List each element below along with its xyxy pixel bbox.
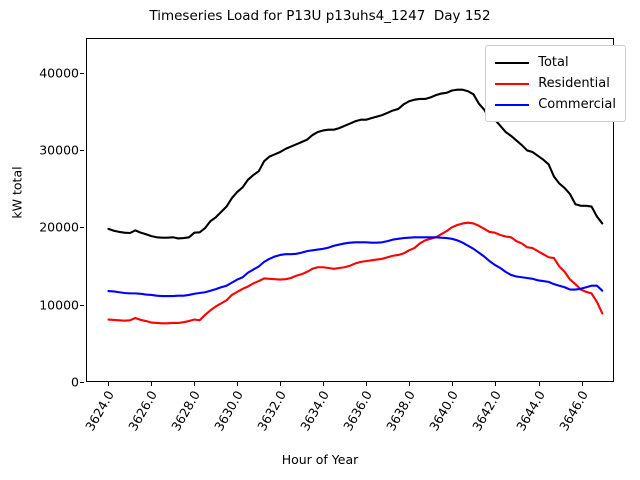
legend-color-swatch — [495, 103, 530, 106]
chart-legend: Total Residential Commercial — [485, 45, 626, 122]
x-tick-mark — [495, 382, 497, 386]
y-tick-label: 10000 — [39, 297, 79, 313]
x-tick-mark — [236, 382, 238, 386]
y-axis-tick-marks — [0, 38, 90, 383]
x-tick-mark — [107, 382, 109, 386]
x-tick-label: 3636.0 — [340, 388, 376, 434]
x-tick-label: 3626.0 — [124, 388, 160, 434]
x-axis-tick-labels: 3624.0 3626.0 3628.0 3630.0 3632.0 3634.0 3636… — [82, 388, 614, 458]
plot-lines — [87, 39, 613, 381]
y-tick-label: 20000 — [39, 219, 79, 235]
x-axis-label: Hour of Year — [281, 452, 359, 467]
y-tick-label: 0 — [71, 374, 79, 390]
x-tick-mark — [452, 382, 454, 386]
x-tick-label: 3632.0 — [254, 388, 289, 434]
x-tick-label: 3634.0 — [297, 388, 333, 434]
y-tick-mark — [80, 227, 84, 229]
legend-item-total: Total — [495, 52, 616, 73]
series-line-commercial — [108, 237, 602, 296]
legend-label: Residential — [538, 76, 610, 91]
x-tick-label: 3630.0 — [210, 388, 246, 434]
plot-area — [86, 38, 614, 382]
legend-label: Total — [538, 55, 569, 70]
x-tick-label: 3644.0 — [512, 388, 548, 434]
x-tick-label: 3624.0 — [81, 388, 117, 434]
legend-item-commercial: Commercial — [495, 94, 616, 115]
y-tick-label: 30000 — [39, 142, 79, 158]
x-tick-mark — [366, 382, 368, 386]
x-tick-mark — [409, 382, 411, 386]
y-tick-mark — [80, 150, 84, 152]
series-line-residential — [108, 223, 602, 324]
y-tick-mark — [80, 72, 84, 74]
legend-color-swatch — [495, 61, 530, 64]
x-tick-mark — [193, 382, 195, 386]
x-tick-mark — [279, 382, 281, 386]
x-tick-mark — [323, 382, 325, 386]
x-tick-mark — [581, 382, 583, 386]
legend-label: Commercial — [538, 97, 616, 112]
x-tick-label: 3640.0 — [426, 388, 462, 434]
x-tick-label: 3642.0 — [469, 388, 505, 434]
y-tick-mark — [80, 382, 84, 383]
x-tick-label: 3638.0 — [383, 388, 419, 434]
legend-item-residential: Residential — [495, 73, 616, 94]
x-tick-mark — [150, 382, 152, 386]
x-tick-label: 3628.0 — [167, 388, 203, 434]
x-axis-tick-marks — [86, 382, 614, 388]
series-line-total — [108, 90, 602, 239]
x-tick-mark — [538, 382, 540, 386]
chart-title: Timeseries Load for P13U p13uhs4_1247 Da… — [149, 8, 491, 24]
y-axis-tick-labels: 0 10000 20000 30000 40000 — [0, 38, 79, 389]
y-tick-mark — [80, 304, 84, 306]
x-tick-label: 3646.0 — [555, 388, 591, 434]
legend-color-swatch — [495, 82, 530, 85]
y-tick-label: 40000 — [39, 65, 79, 81]
